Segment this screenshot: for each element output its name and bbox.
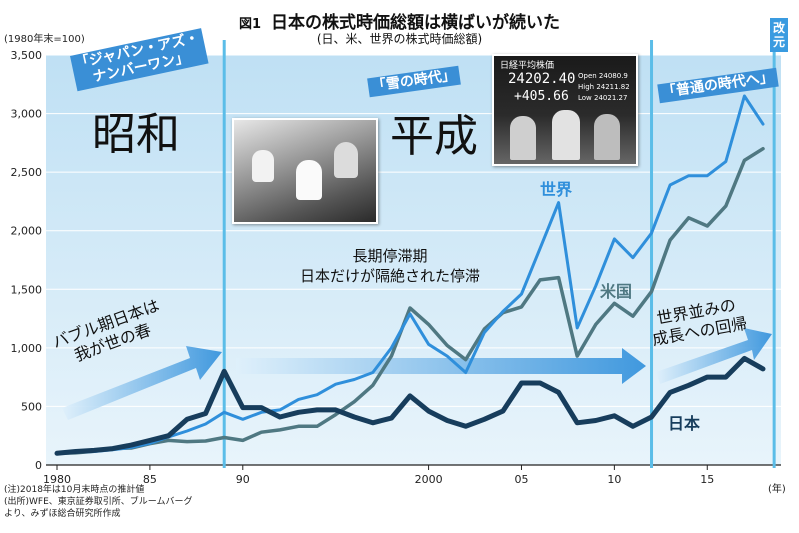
photo-person-1: [510, 116, 536, 160]
recovery-arrow: [656, 328, 772, 384]
chart-title: 図1 日本の株式時価総額は横ばいが続いた: [0, 8, 799, 33]
series-lines: [54, 94, 766, 456]
y-tick-label: 3,000: [11, 108, 43, 121]
series-label-japan: 日本: [668, 414, 701, 433]
series-line-us: [55, 146, 765, 456]
era-dividers: [222, 40, 776, 468]
stagnation-arrow: [236, 348, 646, 384]
ticker-change: +405.66: [514, 89, 569, 104]
ticker-row-1: Open 24080.9: [578, 72, 628, 80]
x-tick-label: 90: [236, 473, 250, 486]
ticker-row-3: Low 24021.27: [578, 94, 628, 102]
x-tick-label: 2000: [415, 473, 443, 486]
ticker-row-2: High 24211.82: [578, 83, 630, 91]
y-tick-label: 2,000: [11, 225, 43, 238]
y-tick-label: 2,500: [11, 166, 43, 179]
note-2: (出所)WFE、東京証券取引所、ブルームバーグより、みずほ総合研究所作成: [4, 497, 193, 519]
showa-name: 昭和: [92, 109, 180, 160]
unit-label: (1980年末=100): [4, 34, 85, 45]
x-tick-label: 05: [514, 473, 528, 486]
series-line-world: [55, 94, 765, 455]
photo-figure-1: [252, 150, 274, 182]
x-tick-label: 15: [700, 473, 714, 486]
x-tick-label: 1980: [43, 473, 71, 486]
y-tick-label: 500: [21, 400, 42, 413]
x-tick-label: 10: [607, 473, 621, 486]
bubble-arrow: [62, 346, 222, 420]
photo-figure-3: [334, 142, 358, 178]
ticker-title: 日経平均株価: [500, 61, 555, 71]
chart-subtitle: (日、米、世界の株式時価総額): [316, 32, 483, 46]
x-axis-ticks: 1980 85 90 2000 05 10 15: [43, 465, 714, 486]
stagnation-line-1: 長期停滞期: [352, 247, 428, 265]
notes: (注)2018年は10月末時点の推計値 (出所)WFE、東京証券取引所、ブルーム…: [4, 484, 194, 520]
photo-figure-2: [296, 160, 322, 200]
reiwa-label: 改元: [770, 18, 788, 52]
stagnation-line-2: 日本だけが隔絶された停滞: [299, 267, 480, 285]
series-label-us: 米国: [600, 282, 633, 301]
y-tick-label: 3,500: [11, 49, 43, 62]
y-axis-ticks: 0 500 1,000 1,500 2,000 2,500 3,000 3,500: [11, 49, 43, 472]
stagnation-annotation: 長期停滞期 日本だけが隔絶された停滞: [276, 246, 504, 286]
x-axis-suffix: (年): [768, 482, 786, 495]
arrows: [62, 328, 772, 420]
ticker-value: 24202.40: [508, 71, 576, 87]
x-tick-label: 85: [143, 473, 157, 486]
y-tick-label: 0: [35, 459, 42, 472]
chart-title-text: 日本の株式時価総額は横ばいが続いた: [271, 13, 561, 33]
photo-person-2: [552, 110, 580, 160]
series-line-japan: [54, 355, 766, 456]
note-1: (注)2018年は10月末時点の推計値: [4, 485, 145, 495]
trading-floor-photo: [232, 118, 378, 224]
y-tick-label: 1,000: [11, 342, 43, 355]
heisei-name: 平成: [390, 111, 478, 162]
photo-person-3: [594, 114, 620, 160]
series-label-world: 世界: [540, 180, 573, 199]
y-tick-label: 1,500: [11, 283, 43, 296]
stock-board-photo: 日経平均株価 24202.40 +405.66 Open 24080.9 Hig…: [492, 54, 638, 166]
figure-label: 図1: [238, 17, 262, 32]
